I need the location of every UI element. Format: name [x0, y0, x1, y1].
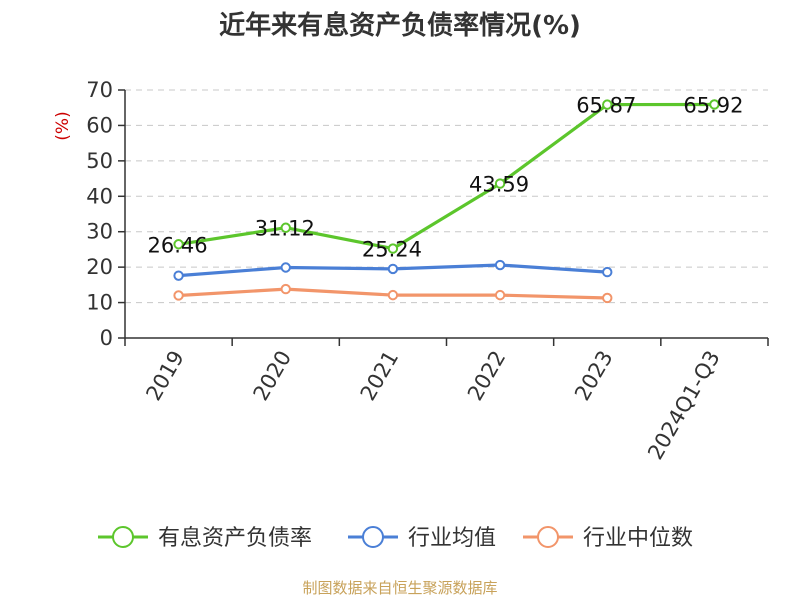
legend: 有息资产负债率 行业均值 行业中位数 — [98, 526, 693, 551]
legend-label: 有息资产负债率 — [158, 526, 312, 551]
x-tick-label: 2019 — [141, 347, 189, 405]
data-label: 31.12 — [255, 217, 315, 241]
legend-marker — [112, 526, 134, 548]
legend-marker — [362, 526, 384, 548]
x-tick-label: 2024Q1-Q3 — [643, 347, 725, 464]
x-tick-label: 2021 — [356, 347, 404, 405]
y-tick-label: 60 — [86, 113, 113, 137]
data-point[interactable] — [173, 239, 184, 250]
y-tick-label: 0 — [100, 326, 113, 350]
y-tick-label: 50 — [86, 149, 113, 173]
axes: 0 10 20 30 40 50 60 70 2019 2020 2021 2022 2023 2024Q… — [86, 78, 769, 464]
series-lines — [173, 99, 720, 304]
legend-item-0[interactable]: 有息资产负债率 — [98, 526, 312, 551]
grid-lines — [125, 89, 768, 304]
data-point[interactable] — [709, 99, 720, 110]
legend-item-1[interactable]: 行业均值 — [348, 526, 496, 551]
y-tick-label: 40 — [86, 184, 113, 208]
data-point[interactable] — [387, 289, 399, 301]
y-tick-label: 30 — [86, 220, 113, 244]
data-point[interactable] — [280, 262, 291, 273]
source-note: 制图数据来自恒生聚源数据库 — [302, 579, 497, 597]
data-label: 26.46 — [148, 233, 208, 257]
y-axis-label: (%) — [53, 111, 73, 140]
legend-label: 行业均值 — [408, 526, 496, 551]
x-tick-label: 2020 — [249, 347, 297, 405]
legend-marker — [537, 526, 559, 548]
data-label: 65.92 — [683, 93, 743, 117]
data-point[interactable] — [602, 99, 613, 110]
y-tick-label: 70 — [86, 78, 113, 102]
y-tick-label: 10 — [86, 291, 113, 315]
data-point[interactable] — [494, 178, 506, 189]
data-point[interactable] — [280, 283, 291, 295]
data-point[interactable] — [280, 222, 291, 233]
data-labels: 26.46 31.12 25.24 43.59 65.87 65.92 — [148, 93, 744, 261]
data-label: 65.87 — [576, 94, 636, 118]
data-point[interactable] — [494, 289, 506, 301]
series-line-0 — [177, 102, 716, 251]
x-tick-label: 2022 — [463, 347, 511, 405]
chart-title: 近年来有息资产负债率情况(%) — [219, 10, 581, 41]
x-tick-label: 2023 — [570, 347, 618, 405]
data-point[interactable] — [387, 243, 399, 254]
data-point[interactable] — [602, 292, 613, 304]
data-label: 43.59 — [469, 173, 529, 197]
legend-item-2[interactable]: 行业中位数 — [523, 526, 693, 551]
data-point[interactable] — [173, 270, 184, 281]
data-point[interactable] — [387, 263, 399, 275]
legend-label: 行业中位数 — [583, 526, 693, 551]
data-point[interactable] — [602, 266, 613, 278]
y-tick-label: 20 — [86, 255, 113, 279]
data-point[interactable] — [494, 259, 506, 271]
data-label: 25.24 — [362, 238, 422, 262]
data-point[interactable] — [173, 290, 184, 301]
